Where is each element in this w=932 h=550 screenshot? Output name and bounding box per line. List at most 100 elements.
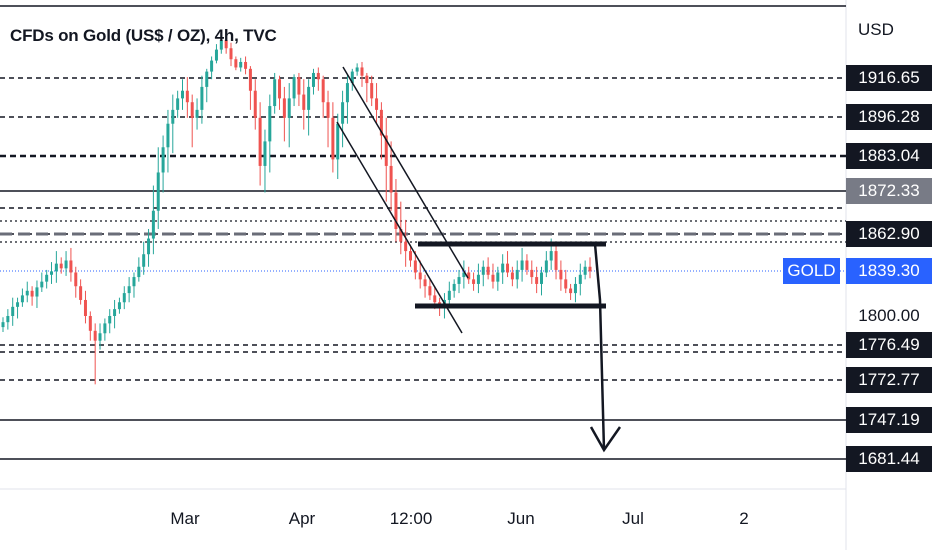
price-level-label-3: 1872.33: [846, 178, 932, 204]
candle-body-29: [142, 254, 146, 267]
candle-body-115: [559, 269, 563, 280]
candle-body-93: [452, 283, 456, 291]
candle-body-111: [539, 272, 543, 284]
candle-body-24: [117, 302, 121, 310]
candle-body-34: [166, 123, 170, 148]
price-level-label-6: 1776.49: [846, 332, 932, 358]
x-tick-label-4: Jul: [622, 509, 644, 528]
current-price-label: 1839.30: [846, 258, 932, 284]
candle-body-87: [423, 279, 427, 287]
currency-label: USD: [858, 20, 894, 39]
candle-body-119: [578, 274, 582, 284]
candle-body-66: [321, 79, 325, 103]
candle-body-51: [248, 68, 252, 91]
candle-body-84: [409, 251, 413, 261]
candle-body-43: [210, 60, 214, 72]
candle-body-1: [6, 316, 10, 323]
candle-body-9: [45, 274, 49, 282]
candle-body-86: [418, 272, 422, 280]
candle-body-59: [287, 98, 291, 118]
candle-body-27: [132, 277, 136, 287]
candle-body-19: [93, 330, 97, 341]
candle-body-38: [185, 90, 189, 103]
target-arrow-head: [589, 426, 622, 453]
candle-body-10: [50, 271, 54, 275]
candle-body-80: [389, 165, 393, 193]
price-level-label-0: 1916.65: [846, 65, 932, 91]
candle-body-99: [481, 266, 485, 275]
candle-body-106: [515, 269, 519, 280]
candle-body-85: [413, 260, 417, 273]
candle-body-75: [365, 75, 369, 84]
candle-body-112: [544, 260, 548, 273]
candle-body-117: [569, 288, 573, 294]
candle-body-53: [258, 117, 262, 166]
candle-body-116: [564, 279, 568, 289]
symbol-tag: GOLD: [783, 258, 840, 284]
candle-body-107: [520, 260, 524, 270]
x-tick-label-3: Jun: [507, 509, 535, 528]
candle-body-71: [345, 83, 349, 103]
candle-body-20: [98, 333, 102, 341]
candle-body-32: [156, 172, 160, 211]
candle-body-61: [297, 77, 301, 95]
x-tick-label-0: Mar: [170, 509, 200, 528]
price-level-label-9: 1681.44: [846, 446, 932, 472]
candle-body-120: [583, 266, 587, 275]
candle-body-101: [491, 274, 495, 282]
candle-body-7: [35, 287, 39, 297]
candle-body-121: [588, 266, 592, 272]
candle-body-48: [234, 59, 238, 68]
candle-body-114: [554, 251, 558, 270]
candle-body-0: [1, 322, 5, 328]
candle-body-50: [244, 61, 248, 69]
candle-body-46: [224, 40, 228, 49]
candle-body-103: [501, 263, 505, 273]
candle-body-44: [214, 49, 218, 61]
candle-body-72: [350, 71, 354, 84]
candle-body-64: [311, 72, 315, 87]
candle-body-35: [171, 109, 175, 124]
candle-body-58: [282, 98, 286, 118]
candle-body-47: [229, 48, 233, 60]
candle-body-65: [316, 72, 320, 80]
candle-body-57: [278, 79, 282, 99]
candle-body-42: [205, 71, 209, 87]
price-level-label-4: 1862.90: [846, 221, 932, 247]
candle-body-36: [176, 98, 180, 110]
candle-body-83: [404, 241, 408, 252]
x-tick-label-5: 2: [739, 509, 749, 528]
candle-body-21: [103, 323, 107, 334]
candle-body-62: [302, 94, 306, 110]
candle-body-16: [79, 286, 83, 300]
candle-body-49: [239, 61, 243, 68]
candle-body-95: [462, 272, 466, 278]
candle-body-63: [307, 86, 311, 110]
target-arrow-shaft: [593, 243, 606, 451]
candle-body-26: [127, 286, 131, 294]
candle-body-18: [88, 316, 92, 331]
candle-body-109: [530, 269, 534, 278]
candle-body-77: [375, 98, 379, 110]
candle-body-81: [394, 192, 398, 229]
candle-body-92: [447, 290, 451, 300]
candle-body-5: [25, 290, 29, 296]
candle-body-17: [83, 299, 87, 316]
candle-body-74: [360, 67, 364, 76]
candle-body-52: [253, 90, 257, 118]
candle-body-94: [457, 277, 461, 284]
candle-body-3: [16, 302, 20, 307]
candle-body-108: [525, 260, 529, 270]
candle-body-22: [108, 316, 112, 324]
candle-body-102: [496, 272, 500, 282]
candle-body-4: [20, 295, 24, 303]
candle-body-113: [549, 251, 553, 261]
candle-body-70: [341, 102, 345, 124]
candle-body-14: [69, 260, 73, 273]
price-level-label-8: 1747.19: [846, 407, 932, 433]
candle-body-25: [122, 293, 126, 303]
candle-body-79: [384, 135, 388, 166]
candle-body-67: [326, 102, 330, 118]
